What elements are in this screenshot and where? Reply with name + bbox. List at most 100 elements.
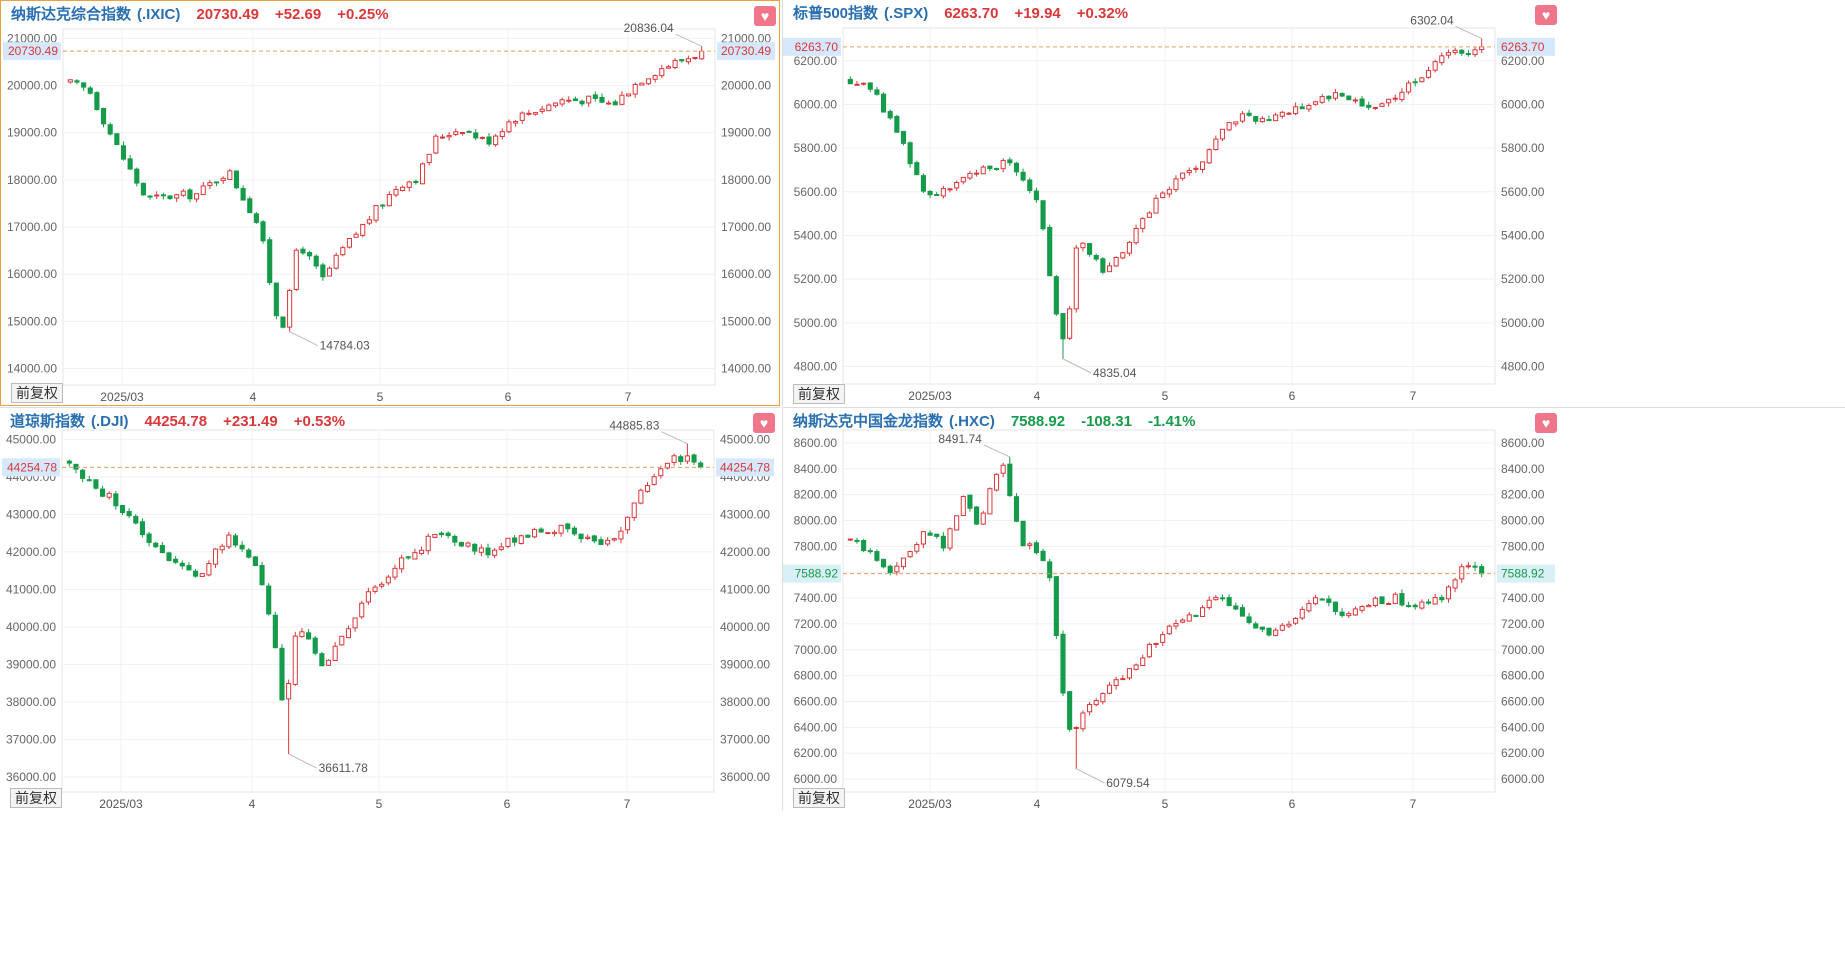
x-tick-label: 6	[1289, 797, 1296, 810]
candle-body	[1206, 599, 1212, 609]
candle-body	[113, 493, 119, 507]
candle-body	[565, 523, 571, 530]
candlestick-chart-dji[interactable]: 36000.00 36000.00 37000.00 37000.00 38000.00…	[0, 408, 780, 810]
index-change-pct: +0.32%	[1076, 5, 1129, 22]
x-tick-label: 7	[625, 390, 632, 404]
candle-body	[393, 188, 399, 196]
candle-body	[651, 476, 657, 485]
candle-body	[1040, 200, 1046, 230]
candle-body	[1293, 106, 1299, 115]
candle-body	[1080, 712, 1086, 730]
index-code: (.DJI)	[91, 413, 129, 430]
x-tick-label: 4	[249, 797, 256, 810]
candle-body	[1106, 684, 1113, 694]
y-tick-label-right: 6400.00	[1501, 720, 1545, 734]
y-tick-label-left: 6000.00	[794, 97, 838, 111]
candlestick-chart-ixic[interactable]: 14000.00 14000.00 15000.00 15000.00 16000.00…	[1, 1, 779, 405]
candle-body	[400, 186, 406, 192]
y-tick-label-left: 5200.00	[794, 272, 838, 286]
adjust-button[interactable]: 前复权	[793, 384, 845, 404]
candle-body	[333, 254, 339, 269]
current-price-tag-right	[1497, 37, 1555, 56]
adjust-button[interactable]: 前复权	[10, 788, 62, 808]
y-tick-label-left: 5600.00	[794, 185, 838, 199]
candle-body	[1419, 601, 1425, 609]
y-tick-label-right: 6000.00	[1501, 772, 1545, 786]
candle-body	[94, 92, 100, 111]
candle-body	[320, 264, 326, 278]
candle-body	[1053, 576, 1059, 637]
plot-area	[842, 429, 1496, 793]
candle-body	[974, 172, 980, 175]
candle-body	[967, 494, 973, 509]
candle-body	[1093, 255, 1099, 260]
candle-body	[1452, 49, 1458, 54]
candle-body	[446, 135, 452, 138]
index-name[interactable]: 道琼斯指数	[10, 413, 86, 430]
high-marker-label: 44885.83	[609, 419, 659, 433]
candle-body	[99, 488, 106, 497]
adjust-button[interactable]: 前复权	[11, 383, 63, 403]
candle-body	[914, 162, 920, 176]
candle-body	[1259, 626, 1265, 630]
candle-body	[867, 82, 873, 90]
high-marker-line	[983, 444, 1011, 458]
index-name[interactable]: 标普500指数	[793, 5, 879, 22]
candle-body	[592, 94, 598, 99]
heart-icon[interactable]: ♥	[1535, 413, 1557, 433]
y-tick-label-right: 8400.00	[1501, 462, 1545, 476]
y-tick-label-right: 19000.00	[721, 126, 771, 140]
low-marker-line	[1076, 768, 1105, 784]
y-tick-label-right: 6800.00	[1501, 669, 1545, 683]
candle-body	[1166, 625, 1172, 635]
adjust-button[interactable]: 前复权	[793, 788, 845, 808]
index-name[interactable]: 纳斯达克中国金龙指数	[793, 413, 944, 430]
candle-body	[1259, 117, 1265, 123]
candle-body	[1366, 104, 1372, 108]
candle-body	[267, 239, 273, 284]
heart-icon[interactable]: ♥	[1535, 5, 1557, 25]
candle-body	[1213, 138, 1219, 151]
index-name[interactable]: 纳斯达克综合指数	[11, 6, 132, 23]
candle-body	[1113, 257, 1119, 267]
heart-icon[interactable]: ♥	[753, 413, 775, 433]
y-tick-label-right: 36000.00	[720, 770, 770, 784]
candle-body	[1193, 167, 1199, 170]
candle-body	[233, 170, 240, 189]
candle-body	[598, 539, 604, 545]
y-tick-label-right: 7400.00	[1501, 591, 1545, 605]
candle-body	[1027, 179, 1033, 192]
candle-body	[147, 195, 153, 198]
candle-body	[591, 535, 597, 542]
candle-body	[1033, 542, 1039, 554]
candle-body	[134, 168, 140, 184]
candlestick-chart-hxc[interactable]: 6000.00 6000.00 6200.00 6200.00 6400.00 6400.…	[783, 408, 1563, 810]
candle-body	[626, 93, 632, 97]
candlestick-chart-spx[interactable]: 4800.00 4800.00 5000.00 5000.00 5200.00 5200.…	[783, 0, 1563, 404]
candle-body	[473, 132, 479, 139]
candle-body	[174, 194, 180, 199]
x-tick-label: 5	[376, 797, 383, 810]
current-price-label-left: 44254.78	[7, 460, 57, 474]
candle-body	[280, 316, 286, 328]
y-tick-label-right: 43000.00	[720, 507, 770, 521]
candle-body	[332, 645, 338, 662]
x-tick-label: 2025/03	[100, 390, 144, 404]
candle-body	[1239, 607, 1245, 617]
candle-body	[678, 456, 684, 462]
candle-body	[1372, 597, 1378, 607]
candle-body	[114, 133, 120, 145]
candle-body	[1106, 265, 1113, 273]
candle-body	[66, 460, 72, 464]
candle-body	[1226, 597, 1232, 607]
current-price-label-right: 7588.92	[1501, 567, 1545, 581]
candle-body	[1239, 113, 1245, 122]
y-tick-label-right: 5200.00	[1501, 272, 1545, 286]
candle-body	[1412, 604, 1418, 608]
heart-icon[interactable]: ♥	[754, 6, 776, 26]
candle-body	[499, 131, 505, 137]
candle-body	[1425, 70, 1432, 78]
candle-body	[1392, 593, 1398, 604]
low-marker-label: 6079.54	[1106, 776, 1150, 790]
candle-body	[1040, 550, 1046, 562]
